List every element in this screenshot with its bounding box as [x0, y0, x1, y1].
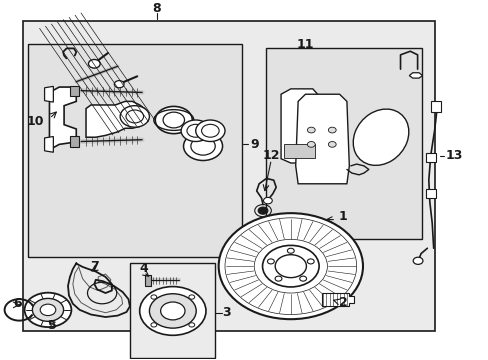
Bar	[22, 21, 434, 330]
Circle shape	[151, 295, 157, 299]
Circle shape	[114, 81, 124, 88]
Text: 12: 12	[262, 149, 280, 162]
Text: 3: 3	[222, 306, 231, 319]
Polygon shape	[70, 86, 79, 96]
Polygon shape	[86, 102, 144, 137]
Text: 10: 10	[27, 114, 44, 127]
Text: 6: 6	[13, 297, 21, 310]
Circle shape	[155, 107, 192, 134]
Circle shape	[188, 295, 194, 299]
Text: 13: 13	[445, 149, 462, 162]
Circle shape	[151, 323, 157, 327]
Bar	[27, 44, 242, 257]
Circle shape	[190, 137, 215, 155]
Circle shape	[183, 132, 222, 161]
Bar	[283, 144, 315, 158]
Circle shape	[267, 259, 274, 264]
Text: 9: 9	[250, 138, 259, 151]
Circle shape	[40, 304, 56, 316]
Circle shape	[262, 246, 319, 287]
Circle shape	[24, 293, 71, 327]
Circle shape	[160, 302, 184, 320]
Polygon shape	[44, 86, 53, 102]
Polygon shape	[70, 136, 79, 147]
Ellipse shape	[352, 109, 408, 165]
Text: 11: 11	[296, 38, 314, 51]
Circle shape	[32, 298, 63, 321]
Circle shape	[307, 259, 313, 264]
Bar	[130, 262, 215, 357]
Circle shape	[201, 124, 219, 137]
Circle shape	[328, 127, 335, 133]
Circle shape	[218, 213, 362, 319]
Text: 1: 1	[337, 210, 346, 223]
Bar	[266, 48, 422, 239]
Circle shape	[120, 106, 149, 127]
Text: 7: 7	[90, 260, 99, 273]
Circle shape	[140, 287, 205, 335]
Circle shape	[412, 257, 422, 264]
Circle shape	[149, 294, 196, 328]
Circle shape	[328, 141, 335, 147]
Circle shape	[263, 197, 272, 204]
Circle shape	[307, 141, 315, 147]
Text: 5: 5	[47, 319, 56, 332]
Circle shape	[307, 127, 315, 133]
Polygon shape	[295, 94, 348, 184]
Circle shape	[299, 276, 306, 281]
Bar	[425, 153, 435, 162]
Bar	[425, 189, 435, 198]
Polygon shape	[322, 293, 353, 306]
Polygon shape	[44, 136, 53, 152]
Circle shape	[126, 110, 143, 123]
Circle shape	[188, 323, 194, 327]
Circle shape	[88, 59, 100, 68]
Circle shape	[254, 239, 327, 293]
Circle shape	[195, 120, 224, 141]
Bar	[430, 102, 441, 112]
Polygon shape	[281, 89, 317, 163]
Polygon shape	[408, 73, 422, 78]
Circle shape	[186, 124, 204, 137]
Circle shape	[258, 207, 267, 214]
Circle shape	[287, 248, 294, 253]
Text: 4: 4	[139, 262, 148, 275]
Polygon shape	[49, 87, 76, 150]
Circle shape	[275, 255, 306, 278]
Polygon shape	[144, 275, 151, 286]
Circle shape	[181, 120, 210, 141]
Text: 2: 2	[338, 296, 346, 309]
Circle shape	[163, 112, 184, 128]
Text: 8: 8	[152, 3, 161, 15]
Circle shape	[275, 276, 282, 281]
